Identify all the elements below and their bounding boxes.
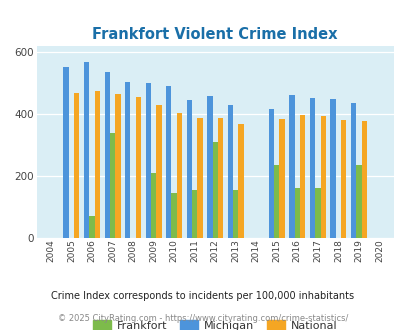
- Bar: [176, 113, 182, 238]
- Bar: [232, 190, 238, 238]
- Bar: [192, 190, 197, 238]
- Bar: [227, 106, 232, 238]
- Bar: [207, 96, 212, 238]
- Bar: [309, 98, 314, 238]
- Bar: [299, 115, 305, 238]
- Bar: [156, 106, 161, 238]
- Bar: [104, 72, 110, 238]
- Bar: [217, 118, 223, 238]
- Bar: [350, 103, 355, 238]
- Bar: [94, 91, 100, 238]
- Bar: [212, 142, 217, 238]
- Bar: [74, 93, 79, 238]
- Bar: [166, 86, 171, 238]
- Bar: [340, 120, 345, 238]
- Bar: [89, 216, 94, 238]
- Bar: [145, 83, 151, 238]
- Bar: [115, 94, 120, 238]
- Bar: [63, 67, 68, 238]
- Legend: Frankfort, Michigan, National: Frankfort, Michigan, National: [89, 316, 341, 330]
- Bar: [289, 95, 294, 238]
- Bar: [84, 62, 89, 238]
- Bar: [268, 109, 273, 238]
- Bar: [355, 165, 361, 238]
- Bar: [125, 82, 130, 238]
- Bar: [273, 165, 279, 238]
- Bar: [151, 173, 156, 238]
- Bar: [330, 99, 335, 238]
- Bar: [361, 120, 366, 238]
- Title: Frankfort Violent Crime Index: Frankfort Violent Crime Index: [92, 27, 337, 42]
- Bar: [320, 116, 325, 238]
- Bar: [314, 188, 320, 238]
- Text: © 2025 CityRating.com - https://www.cityrating.com/crime-statistics/: © 2025 CityRating.com - https://www.city…: [58, 314, 347, 323]
- Bar: [294, 188, 299, 238]
- Bar: [238, 124, 243, 238]
- Bar: [135, 96, 141, 238]
- Bar: [110, 133, 115, 238]
- Bar: [197, 118, 202, 238]
- Bar: [186, 100, 192, 238]
- Bar: [279, 119, 284, 238]
- Text: Crime Index corresponds to incidents per 100,000 inhabitants: Crime Index corresponds to incidents per…: [51, 291, 354, 301]
- Bar: [171, 193, 176, 238]
